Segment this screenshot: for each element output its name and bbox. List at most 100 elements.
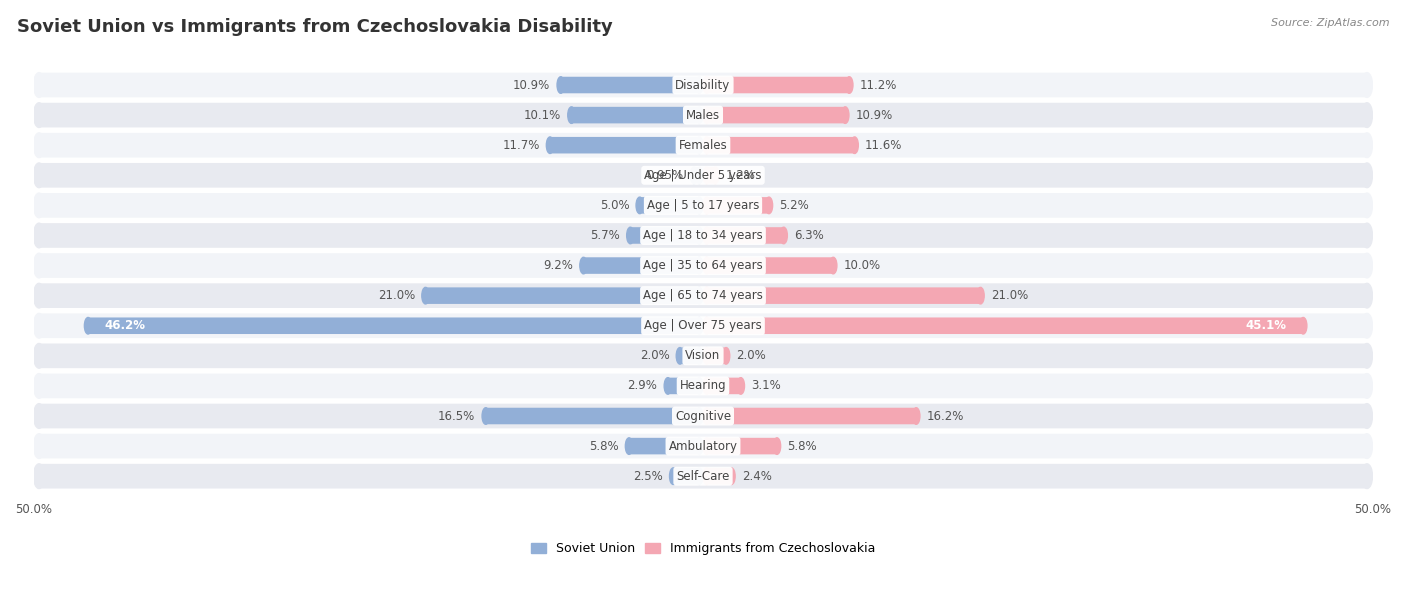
- FancyBboxPatch shape: [426, 288, 699, 304]
- Text: Age | 5 to 17 years: Age | 5 to 17 years: [647, 199, 759, 212]
- Text: 9.2%: 9.2%: [543, 259, 574, 272]
- Text: 10.9%: 10.9%: [513, 78, 550, 92]
- Circle shape: [669, 468, 676, 485]
- Circle shape: [845, 76, 853, 93]
- Text: 10.0%: 10.0%: [844, 259, 880, 272]
- FancyBboxPatch shape: [707, 137, 855, 154]
- Text: Ambulatory: Ambulatory: [668, 439, 738, 453]
- Circle shape: [1361, 103, 1372, 127]
- Text: Age | Over 75 years: Age | Over 75 years: [644, 319, 762, 332]
- Circle shape: [34, 313, 45, 338]
- Text: 46.2%: 46.2%: [104, 319, 145, 332]
- Circle shape: [34, 373, 45, 398]
- FancyBboxPatch shape: [628, 438, 699, 454]
- Circle shape: [636, 197, 644, 214]
- FancyBboxPatch shape: [707, 468, 731, 485]
- Text: Self-Care: Self-Care: [676, 469, 730, 483]
- FancyBboxPatch shape: [707, 257, 834, 274]
- Text: Source: ZipAtlas.com: Source: ZipAtlas.com: [1271, 18, 1389, 28]
- Text: 5.8%: 5.8%: [787, 439, 817, 453]
- Text: 3.1%: 3.1%: [751, 379, 780, 392]
- Circle shape: [547, 137, 554, 154]
- Circle shape: [1361, 223, 1372, 248]
- Text: Age | 35 to 64 years: Age | 35 to 64 years: [643, 259, 763, 272]
- Circle shape: [696, 227, 703, 244]
- Text: Age | Under 5 years: Age | Under 5 years: [644, 169, 762, 182]
- Circle shape: [703, 76, 710, 93]
- Text: Vision: Vision: [685, 349, 721, 362]
- Circle shape: [34, 193, 45, 218]
- Circle shape: [696, 197, 703, 214]
- Circle shape: [482, 408, 489, 424]
- FancyBboxPatch shape: [707, 408, 917, 424]
- Circle shape: [703, 468, 710, 485]
- Circle shape: [34, 223, 45, 248]
- Text: Hearing: Hearing: [679, 379, 727, 392]
- Circle shape: [703, 197, 710, 214]
- Circle shape: [765, 197, 773, 214]
- Circle shape: [34, 133, 45, 157]
- FancyBboxPatch shape: [39, 163, 1367, 188]
- FancyBboxPatch shape: [39, 73, 1367, 97]
- Circle shape: [676, 348, 683, 364]
- Circle shape: [1361, 283, 1372, 308]
- FancyBboxPatch shape: [707, 348, 725, 364]
- FancyBboxPatch shape: [39, 404, 1367, 428]
- Text: 1.2%: 1.2%: [725, 169, 755, 182]
- Circle shape: [703, 227, 710, 244]
- Text: 10.9%: 10.9%: [856, 108, 893, 122]
- FancyBboxPatch shape: [707, 167, 716, 184]
- Circle shape: [703, 408, 710, 424]
- Circle shape: [703, 378, 710, 394]
- Circle shape: [1361, 464, 1372, 488]
- Text: 21.0%: 21.0%: [378, 289, 415, 302]
- Circle shape: [703, 348, 710, 364]
- FancyBboxPatch shape: [39, 343, 1367, 368]
- Text: Males: Males: [686, 108, 720, 122]
- Text: 16.2%: 16.2%: [927, 409, 965, 422]
- Text: Age | 18 to 34 years: Age | 18 to 34 years: [643, 229, 763, 242]
- Circle shape: [34, 103, 45, 127]
- Circle shape: [1361, 133, 1372, 157]
- FancyBboxPatch shape: [707, 76, 849, 93]
- FancyBboxPatch shape: [550, 137, 699, 154]
- Text: 5.0%: 5.0%: [600, 199, 630, 212]
- Circle shape: [34, 464, 45, 488]
- FancyBboxPatch shape: [707, 197, 769, 214]
- Text: Females: Females: [679, 139, 727, 152]
- Circle shape: [1361, 73, 1372, 97]
- Circle shape: [696, 468, 703, 485]
- Circle shape: [84, 318, 91, 334]
- Text: 5.2%: 5.2%: [779, 199, 808, 212]
- FancyBboxPatch shape: [39, 464, 1367, 488]
- Circle shape: [1361, 434, 1372, 458]
- Circle shape: [1361, 373, 1372, 398]
- Circle shape: [703, 438, 710, 454]
- Circle shape: [696, 318, 703, 334]
- Circle shape: [422, 288, 429, 304]
- Circle shape: [711, 167, 718, 184]
- Circle shape: [723, 348, 730, 364]
- Circle shape: [627, 227, 634, 244]
- FancyBboxPatch shape: [668, 378, 699, 394]
- Circle shape: [626, 438, 633, 454]
- FancyBboxPatch shape: [39, 133, 1367, 157]
- Text: 2.9%: 2.9%: [627, 379, 658, 392]
- Circle shape: [703, 167, 710, 184]
- Circle shape: [568, 107, 575, 124]
- Text: 10.1%: 10.1%: [524, 108, 561, 122]
- Circle shape: [703, 257, 710, 274]
- FancyBboxPatch shape: [681, 348, 699, 364]
- Circle shape: [977, 288, 984, 304]
- Text: 2.4%: 2.4%: [742, 469, 772, 483]
- Circle shape: [703, 137, 710, 154]
- Circle shape: [851, 137, 858, 154]
- Circle shape: [1361, 404, 1372, 428]
- Text: 5.7%: 5.7%: [591, 229, 620, 242]
- FancyBboxPatch shape: [39, 313, 1367, 338]
- Text: 45.1%: 45.1%: [1246, 319, 1286, 332]
- Text: Cognitive: Cognitive: [675, 409, 731, 422]
- Text: 6.3%: 6.3%: [794, 229, 824, 242]
- Text: Age | 65 to 74 years: Age | 65 to 74 years: [643, 289, 763, 302]
- Text: 2.5%: 2.5%: [633, 469, 662, 483]
